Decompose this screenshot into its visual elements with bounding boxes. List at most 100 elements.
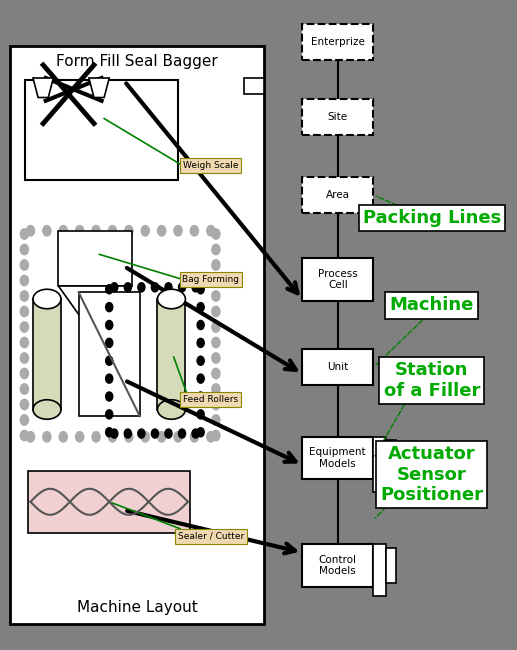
Circle shape bbox=[174, 226, 182, 236]
Circle shape bbox=[197, 374, 204, 383]
Circle shape bbox=[20, 415, 28, 425]
Circle shape bbox=[105, 356, 113, 365]
Circle shape bbox=[178, 429, 186, 438]
FancyBboxPatch shape bbox=[25, 80, 178, 180]
Circle shape bbox=[178, 283, 186, 292]
Bar bbox=[373, 437, 386, 493]
Circle shape bbox=[212, 291, 220, 301]
Circle shape bbox=[138, 283, 145, 292]
Text: Feed Rollers: Feed Rollers bbox=[183, 395, 238, 404]
Circle shape bbox=[192, 429, 199, 438]
Circle shape bbox=[26, 226, 35, 236]
Circle shape bbox=[75, 226, 84, 236]
Polygon shape bbox=[89, 78, 109, 98]
Circle shape bbox=[138, 429, 145, 438]
Bar bbox=[33, 299, 61, 410]
Text: Site: Site bbox=[328, 112, 348, 122]
Text: Control
Models: Control Models bbox=[319, 554, 357, 577]
Circle shape bbox=[165, 283, 172, 292]
Circle shape bbox=[20, 229, 28, 239]
Circle shape bbox=[151, 283, 159, 292]
Circle shape bbox=[212, 384, 220, 394]
Circle shape bbox=[212, 430, 220, 441]
Circle shape bbox=[197, 302, 204, 311]
Text: Unit: Unit bbox=[327, 362, 348, 372]
Bar bbox=[158, 299, 186, 410]
Circle shape bbox=[43, 226, 51, 236]
Circle shape bbox=[212, 276, 220, 286]
Circle shape bbox=[92, 432, 100, 442]
Bar bbox=[28, 471, 190, 533]
Bar bbox=[386, 441, 396, 476]
Circle shape bbox=[124, 429, 131, 438]
Circle shape bbox=[190, 432, 199, 442]
Circle shape bbox=[141, 432, 149, 442]
Circle shape bbox=[75, 432, 84, 442]
Circle shape bbox=[212, 399, 220, 410]
Circle shape bbox=[109, 226, 116, 236]
Circle shape bbox=[125, 226, 133, 236]
Bar bbox=[79, 292, 140, 416]
Circle shape bbox=[105, 338, 113, 347]
Circle shape bbox=[141, 226, 149, 236]
Bar bbox=[302, 258, 373, 300]
Circle shape bbox=[158, 226, 165, 236]
Text: Form Fill Seal Bagger: Form Fill Seal Bagger bbox=[56, 53, 218, 69]
Bar bbox=[302, 177, 373, 213]
Circle shape bbox=[197, 356, 204, 365]
Circle shape bbox=[207, 226, 215, 236]
Circle shape bbox=[197, 338, 204, 347]
Circle shape bbox=[26, 432, 35, 442]
Ellipse shape bbox=[158, 400, 186, 419]
Text: Sealer / Cutter: Sealer / Cutter bbox=[178, 532, 244, 541]
Circle shape bbox=[197, 392, 204, 401]
Circle shape bbox=[212, 337, 220, 348]
Text: Station
of a Filler: Station of a Filler bbox=[384, 361, 480, 400]
Circle shape bbox=[212, 322, 220, 332]
Circle shape bbox=[105, 374, 113, 383]
Circle shape bbox=[190, 226, 199, 236]
Circle shape bbox=[20, 337, 28, 348]
Circle shape bbox=[197, 285, 204, 294]
Circle shape bbox=[109, 432, 116, 442]
Bar bbox=[58, 231, 132, 286]
Ellipse shape bbox=[33, 289, 61, 309]
Circle shape bbox=[105, 320, 113, 330]
Circle shape bbox=[20, 276, 28, 286]
Circle shape bbox=[192, 283, 199, 292]
Bar bbox=[386, 547, 396, 584]
Circle shape bbox=[105, 392, 113, 401]
Circle shape bbox=[20, 291, 28, 301]
Text: Packing Lines: Packing Lines bbox=[362, 209, 501, 227]
Bar bbox=[302, 99, 373, 135]
Circle shape bbox=[20, 430, 28, 441]
Circle shape bbox=[59, 226, 67, 236]
Circle shape bbox=[20, 399, 28, 410]
Circle shape bbox=[20, 244, 28, 255]
Circle shape bbox=[212, 229, 220, 239]
Circle shape bbox=[111, 283, 118, 292]
Circle shape bbox=[92, 226, 100, 236]
Bar bbox=[244, 78, 264, 94]
Circle shape bbox=[212, 415, 220, 425]
Circle shape bbox=[197, 410, 204, 419]
Circle shape bbox=[158, 432, 165, 442]
Circle shape bbox=[20, 322, 28, 332]
Circle shape bbox=[20, 369, 28, 379]
Circle shape bbox=[20, 260, 28, 270]
Text: Machine: Machine bbox=[390, 296, 474, 315]
Circle shape bbox=[212, 260, 220, 270]
Text: Equipment
Models: Equipment Models bbox=[310, 447, 366, 469]
Circle shape bbox=[207, 432, 215, 442]
Text: Bag Forming: Bag Forming bbox=[183, 275, 239, 284]
Circle shape bbox=[20, 353, 28, 363]
Circle shape bbox=[212, 353, 220, 363]
Text: Process
Cell: Process Cell bbox=[318, 268, 358, 291]
Bar bbox=[10, 46, 264, 624]
Text: Machine Layout: Machine Layout bbox=[77, 600, 197, 616]
Circle shape bbox=[212, 306, 220, 317]
Circle shape bbox=[151, 429, 159, 438]
Polygon shape bbox=[58, 286, 132, 338]
Text: Actuator
Sensor
Positioner: Actuator Sensor Positioner bbox=[381, 445, 483, 504]
Bar bbox=[302, 24, 373, 60]
